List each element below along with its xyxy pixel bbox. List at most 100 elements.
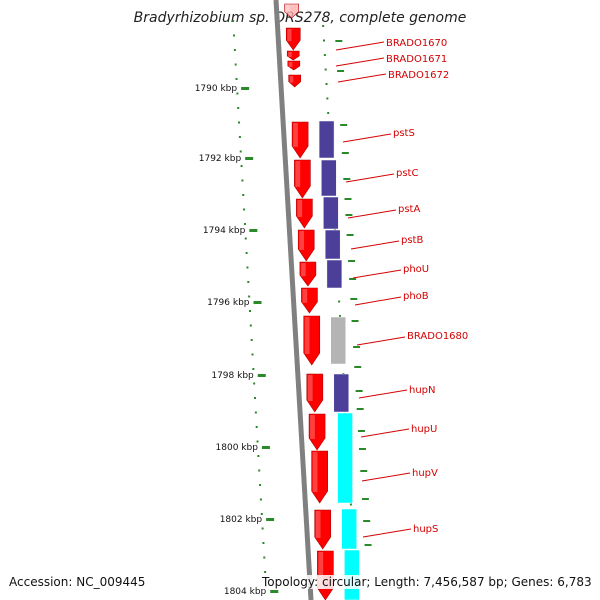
kbp-tick [241, 87, 250, 90]
gene-label: pstB [401, 235, 423, 246]
gc-dot [349, 503, 352, 506]
gc-dash [345, 214, 353, 216]
cog-block [321, 159, 337, 197]
gene-arrow [306, 373, 324, 413]
gc-dot [236, 92, 239, 95]
gc-dot [262, 542, 265, 544]
gene-highlight [285, 5, 290, 13]
gene-label: phoB [403, 291, 429, 302]
gc-dot [243, 208, 246, 211]
gene-arrow [297, 229, 315, 262]
gene-highlight [310, 415, 315, 439]
label-leader-line [361, 472, 411, 482]
gene-highlight [295, 161, 301, 187]
gc-dot [263, 556, 266, 559]
gene-highlight [312, 452, 318, 492]
label-leader-line [342, 133, 392, 143]
gene-highlight [300, 263, 306, 277]
gene-highlight [297, 200, 303, 217]
gene-highlight [288, 62, 293, 67]
kbp-tick-label: 1802 kbp [220, 515, 263, 525]
gene-label: hupV [412, 468, 438, 479]
gene-arrow [299, 261, 317, 287]
label-leader-line [350, 240, 400, 250]
gc-dot [254, 411, 257, 414]
gc-dot [239, 150, 242, 153]
label-leader-line [354, 296, 402, 306]
gene-highlight [315, 511, 321, 538]
gene-label: hupS [413, 524, 438, 535]
gc-dot [326, 97, 329, 100]
topology-summary: Topology: circular; Length: 7,456,587 bp… [262, 575, 592, 589]
label-leader-line [335, 57, 385, 67]
gc-dot [325, 83, 328, 85]
kbp-tick-label: 1796 kbp [207, 298, 250, 308]
label-leader-line [362, 528, 412, 538]
genome-backbone [273, 0, 314, 600]
cog-block [326, 259, 343, 289]
gc-dot [251, 353, 254, 356]
gc-dash [335, 40, 343, 42]
gc-dot [233, 49, 236, 51]
label-leader-line [358, 389, 408, 399]
gene-label: pstS [393, 128, 415, 139]
gc-dash [354, 366, 362, 368]
gene-arrow [314, 509, 332, 550]
gene-label: BRADO1670 [386, 38, 447, 49]
gc-dot [327, 112, 330, 114]
gc-dash [346, 234, 354, 236]
gene-label: BRADO1671 [386, 54, 447, 65]
gc-dot [322, 25, 325, 27]
gc-dot [249, 324, 252, 327]
gene-label: BRADO1680 [407, 331, 468, 342]
gc-dot [238, 121, 241, 124]
cog-track [318, 120, 360, 600]
label-leader-line [337, 73, 387, 83]
gc-dot [260, 513, 263, 515]
gene-label: phoU [403, 264, 429, 275]
accession-text: Accession: NC_009445 [9, 575, 146, 589]
gc-dot [238, 136, 241, 138]
kbp-tick [266, 518, 275, 521]
kbp-tick [257, 374, 266, 377]
gc-dot [250, 339, 253, 341]
gc-dash [364, 544, 372, 546]
gene-highlight [288, 52, 292, 57]
kbp-tick [261, 446, 270, 449]
gc-dot [242, 194, 245, 196]
gc-dot [241, 179, 244, 182]
gc-dots-track [232, 20, 372, 593]
kbp-tick-label: 1794 kbp [203, 226, 246, 236]
kbp-tick-label: 1804 kbp [224, 587, 267, 597]
gene-label: hupN [409, 385, 436, 396]
gc-dot [255, 426, 258, 428]
gc-dot [245, 252, 248, 254]
cog-block [318, 120, 335, 159]
gc-dash [349, 278, 357, 280]
gc-dot [237, 107, 240, 109]
gene-highlight [302, 289, 308, 303]
gc-dash [361, 498, 369, 500]
gene-highlight [307, 375, 313, 401]
gene-arrow [285, 27, 301, 51]
gene-label: pstC [396, 168, 418, 179]
gene-arrow [303, 315, 321, 366]
gc-dash [355, 390, 363, 392]
gc-dash [357, 430, 365, 432]
gc-dash [343, 178, 351, 180]
label-leader-line [352, 269, 402, 279]
kbp-tick-label: 1792 kbp [199, 154, 242, 164]
kbp-tick-label: 1798 kbp [211, 371, 254, 381]
gene-label: BRADO1672 [388, 70, 449, 81]
gc-dot [234, 63, 237, 66]
cog-block [333, 373, 350, 413]
kbp-tick [253, 301, 262, 304]
gene-highlight [287, 29, 292, 42]
gene-highlight [299, 231, 305, 250]
cog-block [341, 508, 357, 550]
gene-arrow [308, 413, 326, 451]
gc-dash [344, 198, 352, 200]
gene-arrow [291, 121, 309, 159]
cog-block [330, 316, 346, 365]
gc-dot [259, 498, 262, 501]
